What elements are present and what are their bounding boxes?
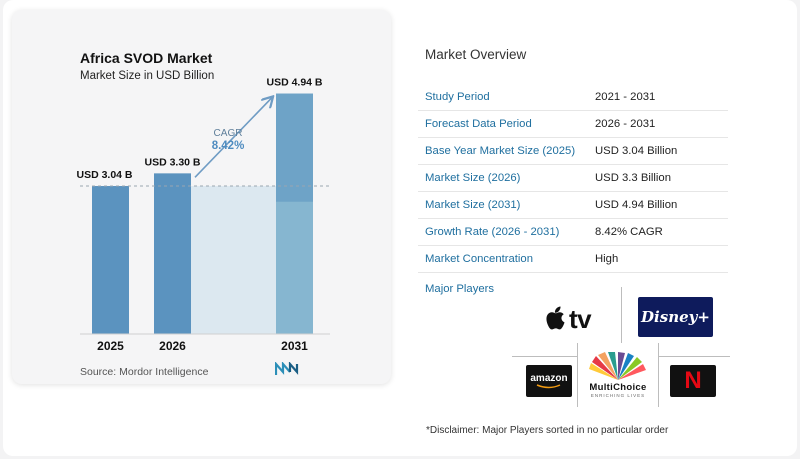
netflix-text: N [684, 367, 702, 394]
major-players-label: Major Players [425, 283, 495, 295]
overview-label: Forecast Data Period [425, 118, 532, 130]
cagr-value: 8.42% [212, 140, 245, 152]
growth-shade-area [191, 186, 276, 334]
apple-tv-logo: tv [538, 302, 598, 336]
overview-label: Market Size (2026) [425, 172, 521, 184]
overview-label: Base Year Market Size (2025) [425, 145, 576, 157]
data-label-2025: USD 3.04 B [76, 169, 132, 181]
mordor-logo-icon [275, 362, 299, 375]
overview-row-growth-rate: Growth Rate (2026 - 2031) 8.42% CAGR [418, 219, 728, 246]
players-divider [621, 287, 622, 343]
overview-row-concentration: Market Concentration High [418, 246, 728, 273]
x-tick-2026: 2026 [159, 339, 186, 353]
overview-value: 8.42% CAGR [595, 226, 663, 238]
players-divider [658, 356, 730, 357]
overview-label: Study Period [425, 91, 490, 103]
overview-row-study-period: Study Period 2021 - 2031 [418, 84, 728, 111]
amazon-smile-icon [536, 384, 561, 389]
source-text: Mordor Intelligence [119, 366, 209, 378]
x-tick-2031: 2031 [281, 339, 308, 353]
apple-tv-text: tv [568, 303, 592, 334]
multichoice-text: MultiChoice [589, 382, 647, 393]
overview-row-size-2031: Market Size (2031) USD 4.94 Billion [418, 192, 728, 219]
amazon-logo: amazon [526, 365, 572, 397]
overview-row-size-2026: Market Size (2026) USD 3.3 Billion [418, 165, 728, 192]
source-label: Source: [80, 366, 117, 378]
overview-value: USD 3.04 Billion [595, 145, 678, 157]
chart-title: Africa SVOD Market [80, 50, 213, 66]
overview-value: USD 3.3 Billion [595, 172, 671, 184]
players-divider [658, 343, 659, 407]
bar-2025 [92, 186, 129, 334]
multichoice-fan-icon [589, 352, 646, 380]
multichoice-tagline: ENRICHING LIVES [590, 393, 646, 398]
source-line: Source: Mordor Intelligence [80, 366, 208, 378]
disclaimer: *Disclaimer: Major Players sorted in no … [426, 425, 669, 436]
netflix-logo: N [670, 365, 716, 397]
players-divider [577, 343, 578, 407]
data-label-2026: USD 3.30 B [144, 156, 200, 168]
overview-row-base-year: Base Year Market Size (2025) USD 3.04 Bi… [418, 138, 728, 165]
overview-value: High [595, 253, 619, 265]
apple-icon [546, 306, 565, 330]
overview-label: Market Concentration [425, 253, 533, 265]
disney-plus-logo: Disney+ [638, 297, 713, 337]
bar-2026 [154, 173, 191, 334]
multichoice-logo: MultiChoice ENRICHING LIVES [578, 343, 658, 407]
overview-value: USD 4.94 Billion [595, 199, 678, 211]
x-tick-2025: 2025 [97, 339, 124, 353]
bar-highlight-2031 [276, 93, 313, 202]
disney-plus-text: Disney+ [641, 308, 710, 326]
overview-value: 2021 - 2031 [595, 91, 656, 103]
data-label-2031: USD 4.94 B [266, 77, 322, 89]
overview-label: Growth Rate (2026 - 2031) [425, 226, 560, 238]
overview-value: 2026 - 2031 [595, 118, 656, 130]
overview-label: Market Size (2031) [425, 199, 521, 211]
bar-chart: USD 3.04 B 2025 USD 3.30 B 2026 USD 4.94 B 20… [76, 77, 330, 353]
chart-subtitle: Market Size in USD Billion [80, 70, 215, 82]
overview-title: Market Overview [425, 47, 527, 62]
cagr-label: CAGR [214, 128, 243, 139]
players-divider [512, 356, 578, 357]
overview-row-forecast-period: Forecast Data Period 2026 - 2031 [418, 111, 728, 138]
amazon-text: amazon [530, 373, 568, 384]
cagr-arrow [194, 98, 272, 178]
